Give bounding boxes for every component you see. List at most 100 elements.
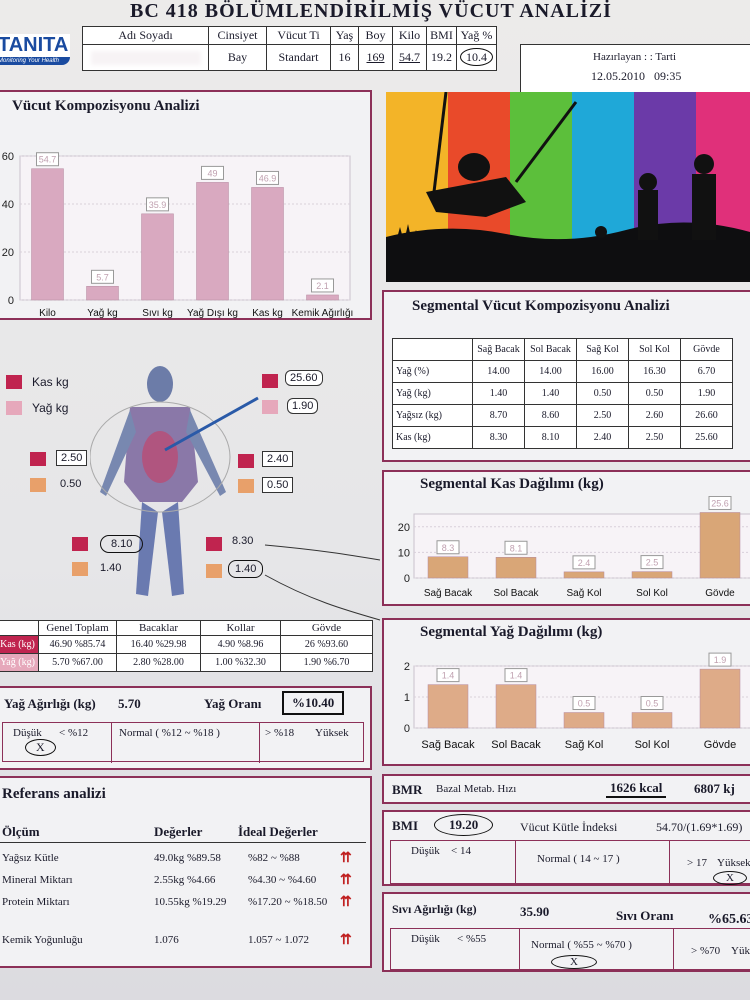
segmental-cell: 2.60 <box>628 404 681 427</box>
right-leg-kas-swatch <box>72 537 88 551</box>
water-divider-1 <box>519 929 520 971</box>
col-height: Boy <box>358 26 393 45</box>
fat-panel: Yağ Ağırlığı (kg) 5.70 Yağ Oranı %10.40 … <box>0 686 372 770</box>
right-arm-yag-value: 0.50 <box>60 478 82 490</box>
bmi-high-label: Yüksek <box>717 857 750 869</box>
fat-weight-label: Yağ Ağırlığı (kg) <box>4 696 96 711</box>
yag-dist-category-label: Sol Bacak <box>491 739 541 751</box>
bmi-normal-range: Normal ( 14 ~ 17 ) <box>537 853 620 865</box>
body-comp-category-label: Kas kg <box>252 308 283 318</box>
col-name: Adı Soyadı <box>82 26 209 45</box>
water-divider-2 <box>673 929 674 971</box>
segmental-kas-chart: 20 10 0 8.3 Sağ Bacak 8.1 Sol Bacak 2.4 Sağ Kol 2… <box>398 496 750 599</box>
fat-scale: Düşük < %12 Normal ( %12 ~ %18 ) > %18 Y… <box>2 722 364 763</box>
segmental-cell: 1.40 <box>524 382 577 405</box>
segmental-cell: 0.50 <box>576 382 629 405</box>
yag-dist-ytick: 0 <box>404 723 410 735</box>
fat-ratio-value: %10.40 <box>282 691 345 715</box>
kas-dist-category-label: Sol Bacak <box>493 588 539 599</box>
fat-ratio-label: Yağ Oranı <box>204 696 262 711</box>
segmental-row-label: Yağ (%) <box>392 360 473 383</box>
kas-dist-value-label: 8.3 <box>442 543 455 553</box>
ref-measured-value: 10.55kg %19.29 <box>154 896 227 908</box>
kas-dist-value-label-box <box>504 540 528 555</box>
fat-normal-range: Normal ( %12 ~ %18 ) <box>119 727 220 739</box>
body-comp-ytick: 60 <box>2 151 14 163</box>
water-weight-label: Sıvı Ağırlığı (kg) <box>392 902 477 916</box>
prepared-by: Hazırlayan : : Tarti <box>593 51 677 63</box>
val-age: 16 <box>330 44 359 71</box>
left-leg-kas-value: 8.30 <box>232 535 254 547</box>
kas-dist-ytick: 0 <box>404 573 410 585</box>
body-comp-bar <box>141 213 174 301</box>
yag-dist-bar <box>495 684 537 729</box>
body-comp-category-label: Kilo <box>39 308 56 318</box>
legend-kas-swatch <box>6 375 22 389</box>
bmr-panel: BMR Bazal Metab. Hızı 1626 kcal 6807 kj <box>382 774 750 804</box>
summary-header-cell <box>0 620 39 636</box>
yag-dist-category-label: Sol Kol <box>635 739 670 751</box>
summary-cell: 1.00 %32.30 <box>200 653 281 672</box>
kas-dist-bar <box>427 556 469 579</box>
segmental-header-cell: Gövde <box>680 338 733 361</box>
water-low-range: < %55 <box>457 933 487 945</box>
kas-dist-category-label: Gövde <box>705 588 735 599</box>
segmental-cell: 14.00 <box>524 360 577 383</box>
fat-percent-circled: 10.4 <box>460 48 493 66</box>
val-name <box>82 44 209 71</box>
segmental-cell: 1.40 <box>472 382 525 405</box>
segmental-cell: 8.10 <box>524 426 577 449</box>
ref-out-of-range-arrow-icon: ⇈ <box>340 851 352 866</box>
body-comp-value-label-box <box>146 197 169 212</box>
fat-high-label: Yüksek <box>315 727 349 739</box>
summary-header-cell: Kollar <box>200 620 281 636</box>
body-comp-bar <box>31 168 64 301</box>
bmi-label: BMI <box>392 818 418 833</box>
ref-measure-name: Yağsız Kütle <box>2 852 59 864</box>
col-fat: Yağ % <box>456 26 497 45</box>
ref-measured-value: 1.076 <box>154 934 179 946</box>
body-comp-ytick: 20 <box>2 247 14 259</box>
kas-dist-value-label-box <box>640 555 664 570</box>
yag-dist-value-label: 1.4 <box>510 671 523 681</box>
family-swing-photo <box>386 92 750 282</box>
val-fat: 10.4 <box>456 44 497 71</box>
yag-dist-bar <box>427 684 469 729</box>
ref-out-of-range-arrow-icon: ⇈ <box>340 933 352 948</box>
segmental-header-cell: Sağ Bacak <box>472 338 525 361</box>
summary-row: Yağ (kg) 5.70 %67.00 2.80 %28.00 1.00 %32.3… <box>0 653 373 672</box>
legend-kas-label: Kas kg <box>32 375 69 389</box>
legend-yag-label: Yağ kg <box>32 401 69 415</box>
yag-dist-value-label-box <box>572 696 596 710</box>
ref-header-ideal: İdeal Değerler <box>238 824 318 839</box>
bmr-label: BMR <box>392 782 423 797</box>
val-height: 169 <box>358 44 393 71</box>
yag-dist-value-label-box <box>436 668 460 683</box>
kas-dist-category-label: Sağ Bacak <box>424 588 473 599</box>
body-comp-ytick: 40 <box>2 199 14 211</box>
segmental-yag-panel: Segmental Yağ Dağılımı (kg) 2 1 0 1.4 Sağ Ba… <box>382 618 750 766</box>
bmi-low-label: Düşük <box>411 845 440 857</box>
summary-table: Genel Toplam Bacaklar Kollar Gövde Kas (kg) 4… <box>0 620 373 672</box>
yag-dist-category-label: Gövde <box>704 739 736 751</box>
yag-dist-category-label: Sağ Kol <box>565 739 604 751</box>
left-arm-kas-value: 2.40 <box>262 451 294 467</box>
fat-mark: X <box>25 739 56 756</box>
fat-divider-1 <box>111 723 112 763</box>
left-arm-yag-swatch <box>238 479 254 493</box>
left-leg-yag-value: 1.40 <box>228 560 264 578</box>
left-leg-yag-swatch <box>206 564 222 578</box>
bmi-scale: Düşük < 14 Normal ( 14 ~ 17 ) > 17 Yükse… <box>390 840 750 885</box>
summary-row-label: Kas (kg) <box>0 635 39 654</box>
segmental-cell: 2.40 <box>576 426 629 449</box>
summary-cell: 46.90 %85.74 <box>38 635 117 654</box>
body-comp-category-label: Sıvı kg <box>142 308 173 318</box>
bmi-divider-1 <box>515 841 516 885</box>
water-scale: Düşük < %55 Normal ( %55 ~ %70 ) > %70 Y… <box>390 928 750 971</box>
bmi-low-range: < 14 <box>451 845 471 857</box>
right-arm-yag-swatch <box>30 478 46 492</box>
right-leg-yag-swatch <box>72 562 88 576</box>
val-gender: Bay <box>208 44 267 71</box>
segmental-cell: 8.70 <box>472 404 525 427</box>
